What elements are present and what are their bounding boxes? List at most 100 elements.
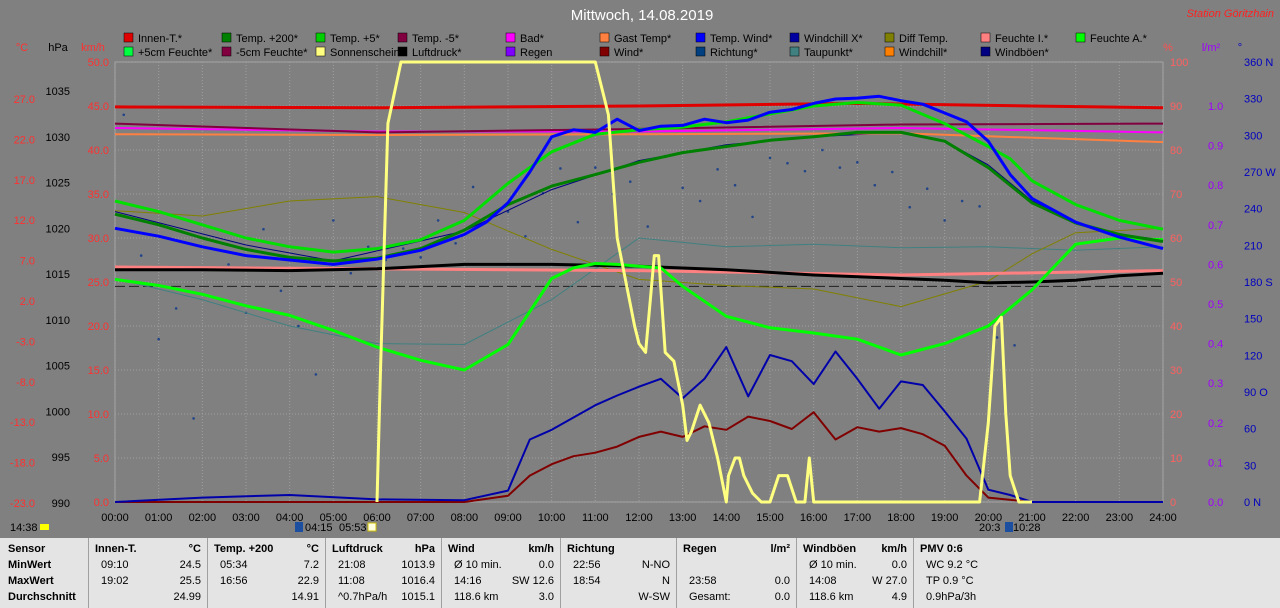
direction-point <box>821 148 824 152</box>
direction-point <box>297 324 300 328</box>
column-unit: hPa <box>414 543 435 555</box>
row-label-max: MaxWert <box>8 575 54 587</box>
rain-tick: 0.6 <box>1208 259 1223 271</box>
temp-tick: 22.0 <box>14 134 35 146</box>
legend-label: Diff Temp. <box>899 33 948 45</box>
dir-tick: 180 S <box>1244 277 1273 289</box>
direction-point <box>454 241 457 245</box>
dir-unit: ° <box>1238 42 1242 54</box>
cell-value: N <box>662 575 670 587</box>
legend-label: Sonnenschein* <box>330 47 405 59</box>
column-unit: km/h <box>881 543 907 555</box>
legend-swatch <box>1075 32 1086 43</box>
legend: Innen-T.* Temp. +200* Temp. +5* Temp. -5* Ba… <box>123 32 1148 59</box>
legend-swatch <box>884 32 895 43</box>
legend-swatch <box>980 46 991 57</box>
table-column: Innen-T. °C 09:10 24.5 19:02 25.5 24.99 <box>88 538 207 608</box>
direction-point <box>174 307 178 310</box>
cell-value: 7.2 <box>303 559 319 571</box>
sun-up-marker: 05:53 <box>339 522 367 534</box>
chart-title: Mittwoch, 14.08.2019 <box>571 7 714 24</box>
legend-swatch <box>221 46 232 57</box>
temp-tick: -13.0 <box>10 417 35 429</box>
series-innen-t <box>114 101 1164 110</box>
row-label-avg: Durchschnitt <box>8 591 76 603</box>
humidity-tick: 20 <box>1170 409 1182 421</box>
humidity-tick: 60 <box>1170 233 1182 245</box>
wind-tick: 30.0 <box>88 233 109 245</box>
cell-value: SW 12.6 <box>511 575 554 587</box>
cell-time: 118.6 km <box>809 591 854 603</box>
direction-point <box>908 205 912 209</box>
row-label-sensor: Sensor <box>8 543 46 555</box>
wind-tick: 40.0 <box>88 145 109 157</box>
legend-swatch <box>315 32 326 43</box>
time-tick: 12:00 <box>625 512 653 524</box>
cell-value: 0.0 <box>774 591 790 603</box>
pressure-unit: hPa <box>48 42 68 54</box>
dir-tick: 270 W <box>1244 167 1276 179</box>
legend-label: Gast Temp* <box>614 33 672 45</box>
column-header: Innen-T. <box>95 543 137 555</box>
cell-time: 118.6 km <box>454 591 499 603</box>
legend-label: Temp. +5* <box>330 33 381 45</box>
time-tick: 18:00 <box>887 512 915 524</box>
legend-label: Windchill* <box>899 47 948 59</box>
cell-time: 23:58 <box>689 575 717 587</box>
rain-tick: 0.3 <box>1208 378 1223 390</box>
series-luftdruck <box>115 262 1164 285</box>
sunset-icon <box>1005 522 1013 532</box>
weather-chart: Mittwoch, 14.08.2019 Station Göritzhain … <box>9 7 1277 534</box>
legend-swatch <box>123 32 134 43</box>
direction-point <box>628 180 632 183</box>
humidity-tick: 50 <box>1170 277 1182 289</box>
x-axis: 00:00 01:00 02:00 03:00 04:00 05:00 06:00 07:00… <box>101 512 1177 524</box>
direction-point <box>925 187 929 191</box>
direction-point <box>873 183 877 187</box>
direction-point <box>733 183 737 187</box>
legend-label: Taupunkt* <box>804 47 854 59</box>
temp-unit: °C <box>16 42 28 54</box>
wind-tick: 5.0 <box>94 453 109 465</box>
dir-tick: 330 <box>1244 94 1262 106</box>
pressure-tick: 990 <box>52 498 70 510</box>
direction-point <box>419 256 422 259</box>
cell-value: 22.9 <box>297 575 319 587</box>
time-tick: 06:00 <box>363 512 391 524</box>
cell-value: W 27.0 <box>872 575 907 587</box>
pressure-tick: 1035 <box>46 86 70 98</box>
rain-tick: 0.1 <box>1208 457 1223 469</box>
legend-swatch <box>789 32 800 43</box>
dir-tick: 210 <box>1244 240 1262 252</box>
cell-value: 4.9 <box>891 591 907 603</box>
time-tick: 02:00 <box>189 512 217 524</box>
legend-label: Temp. +200* <box>236 33 299 45</box>
time-tick: 01:00 <box>145 512 173 524</box>
table-column: Wind km/h Ø 10 min. 0.0 14:16 SW 12.6 118.6 km… <box>441 538 560 608</box>
direction-point <box>279 289 283 293</box>
direction-point <box>192 417 195 420</box>
dir-tick: 30 <box>1244 460 1256 472</box>
cell-time: 16:56 <box>220 575 248 587</box>
cell-time: Ø 10 min. <box>454 559 502 571</box>
wind-tick: 20.0 <box>88 321 109 333</box>
cell-time: 21:08 <box>338 559 366 571</box>
wind-tick: 35.0 <box>88 189 109 201</box>
humidity-tick: 90 <box>1170 101 1182 113</box>
humidity-tick: 40 <box>1170 321 1182 333</box>
table-column: PMV 0:6 WC 9.2 °C TP 0.9 °C 0.9hPa/3h <box>913 538 1034 608</box>
cell-time: TP 0.9 °C <box>926 575 974 587</box>
direction-point <box>314 373 318 376</box>
cell-value: 24.99 <box>173 591 201 603</box>
legend-label: +5cm Feuchte* <box>138 47 213 59</box>
cell-time: 14:08 <box>809 575 837 587</box>
cell-time: 19:02 <box>101 575 129 587</box>
pressure-tick: 1005 <box>46 361 70 373</box>
pressure-tick: 1010 <box>46 315 70 327</box>
legend-swatch <box>599 46 610 57</box>
time-tick: 14:00 <box>713 512 741 524</box>
legend-label: Windchill X* <box>804 33 863 45</box>
legend-swatch <box>397 32 408 43</box>
sun-down-marker: 10:28 <box>1013 522 1041 534</box>
cell-value: 0.0 <box>774 575 790 587</box>
